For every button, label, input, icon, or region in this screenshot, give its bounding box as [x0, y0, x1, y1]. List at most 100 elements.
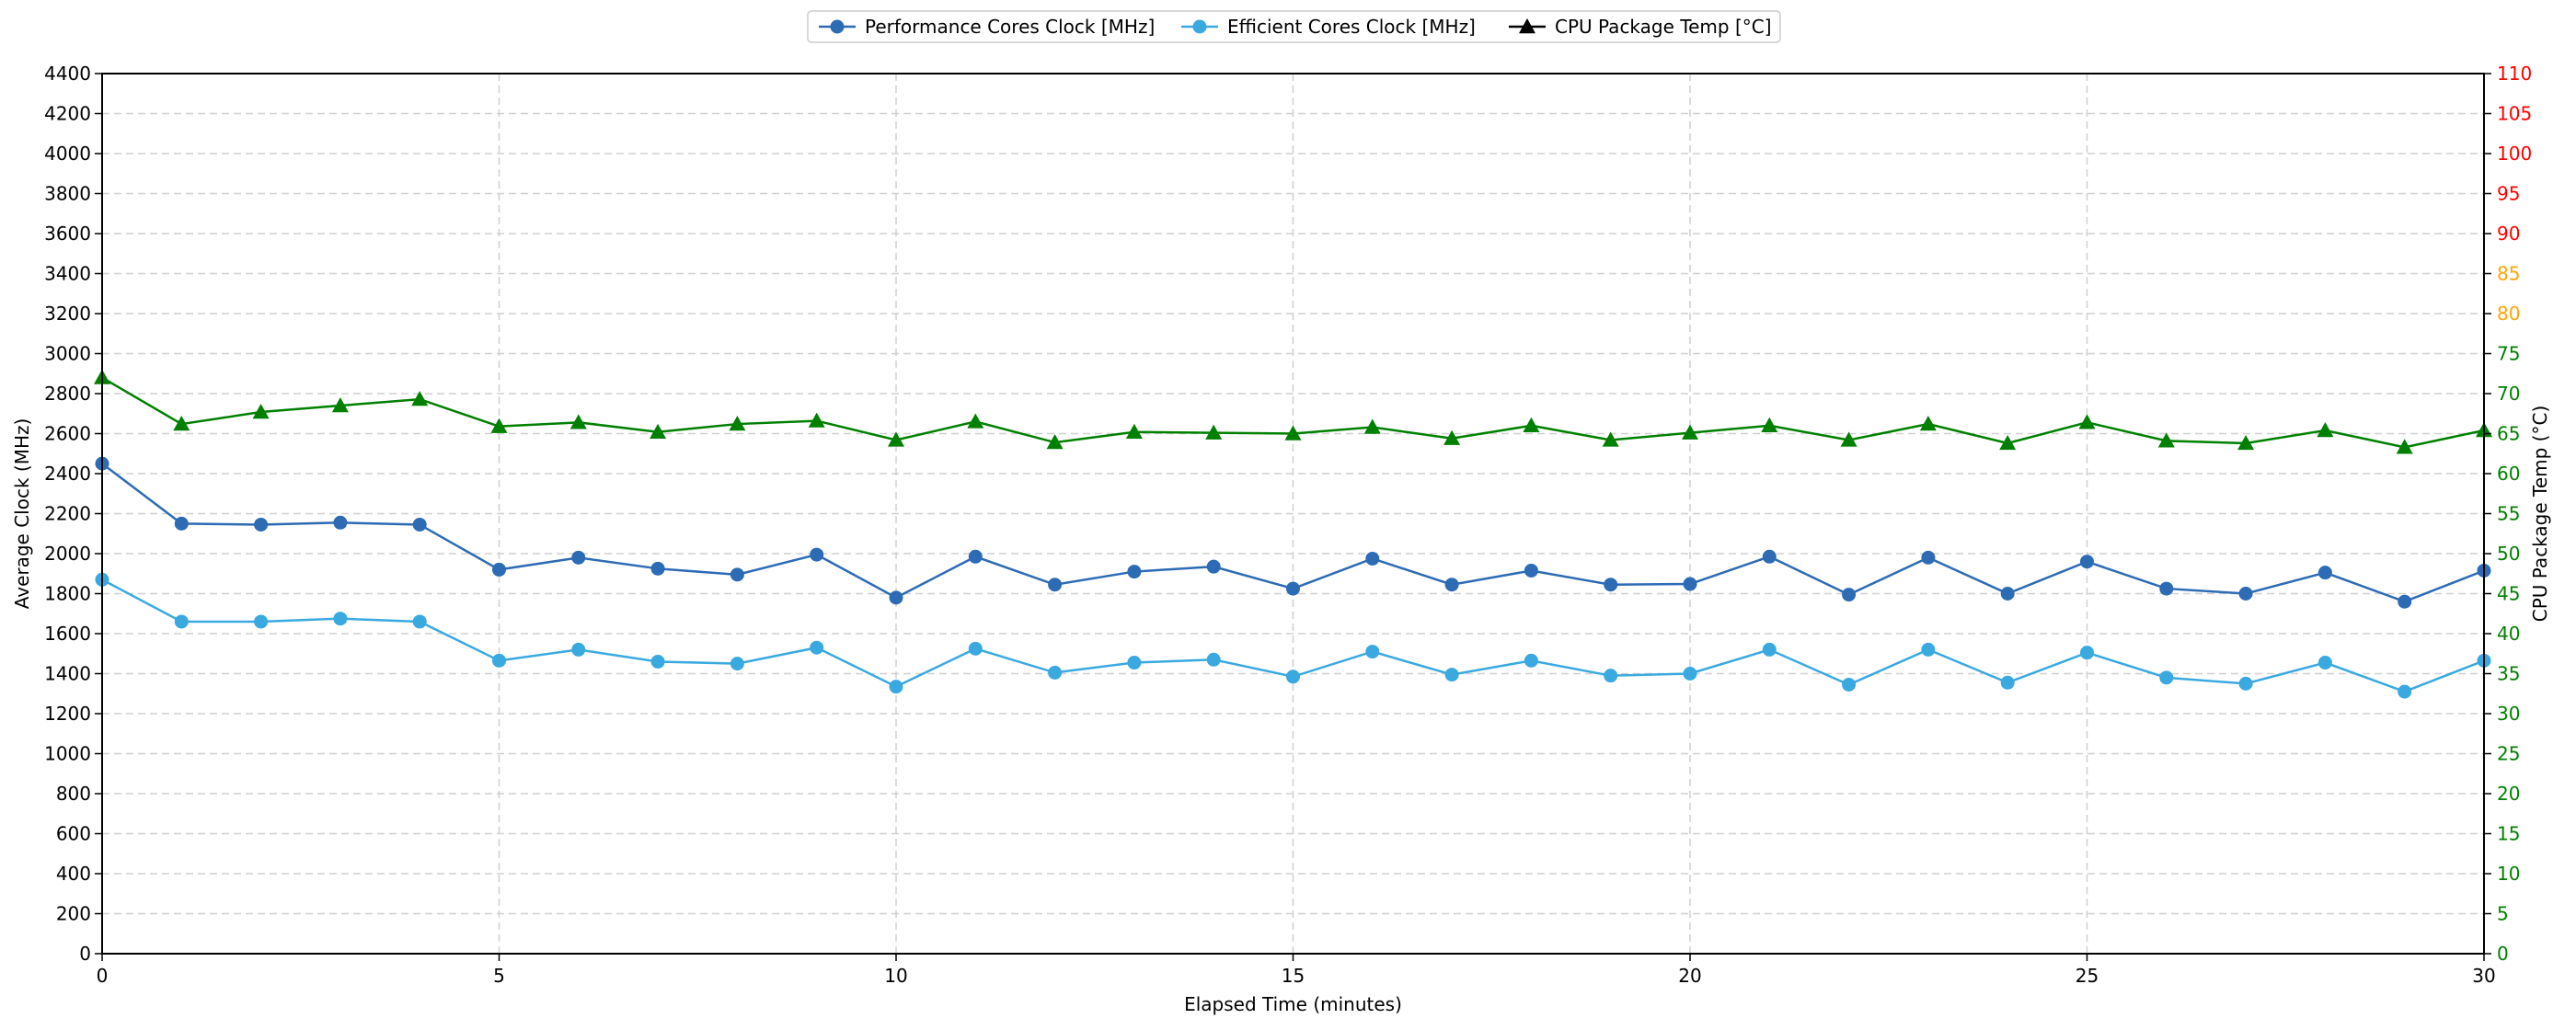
data-point [1524, 563, 1538, 578]
data-point [1682, 424, 1698, 440]
data-point [2398, 594, 2412, 609]
data-point [254, 517, 269, 532]
data-point [2237, 434, 2255, 451]
y2-tick-label: 85 [2497, 263, 2520, 285]
data-point [2317, 656, 2332, 670]
y2-tick-label: 110 [2497, 63, 2532, 85]
data-point [333, 612, 348, 626]
data-point [1840, 431, 1857, 447]
legend-label: Efficient Cores Clock [MHz] [1227, 16, 1476, 38]
x-tick-label: 10 [884, 965, 907, 987]
y-tick-label: 1800 [44, 583, 91, 605]
y-tick-label: 3600 [44, 223, 91, 245]
y-tick-label: 1000 [44, 743, 91, 765]
y-tick-label: 3400 [44, 263, 91, 285]
y2-tick-label: 105 [2497, 103, 2532, 125]
y-tick-label: 2000 [44, 543, 91, 565]
y-tick-label: 600 [56, 823, 91, 845]
y2-tick-label: 30 [2497, 703, 2520, 725]
data-point [331, 397, 349, 413]
data-point [1524, 653, 1538, 668]
y-tick-label: 2400 [44, 463, 91, 485]
y2-tick-label: 80 [2497, 303, 2520, 325]
y-tick-label: 3800 [44, 183, 91, 205]
x-tick-label: 0 [97, 965, 109, 987]
data-point [1842, 588, 1857, 602]
legend-entry-2: CPU Package Temp [°C] [1509, 16, 1772, 38]
data-point [2000, 587, 2015, 601]
data-point [1127, 565, 1142, 579]
y2-tick-label: 40 [2497, 623, 2520, 645]
data-point [412, 614, 427, 629]
y2-tick-label: 25 [2497, 743, 2520, 765]
data-point [968, 549, 983, 564]
data-point [1761, 417, 1778, 432]
data-point [1683, 577, 1697, 591]
y2-tick-label: 65 [2497, 423, 2520, 445]
legend-box [807, 10, 1781, 43]
y-tick-label: 800 [56, 783, 91, 805]
data-point [1842, 677, 1857, 692]
data-point [650, 561, 665, 576]
data-point [889, 590, 903, 605]
data-point [490, 418, 508, 433]
data-point [1762, 549, 1777, 564]
data-point [2080, 555, 2094, 569]
data-point [650, 654, 665, 669]
y2-axis-ticks: 0 5 10 15 20 25 30 35 40 45 50 55 60 65 70 75 80 85 90 95 10… [2484, 63, 2532, 965]
data-point [492, 562, 506, 577]
y2-tick-label: 95 [2497, 183, 2520, 205]
y-tick-label: 2600 [44, 423, 91, 445]
x-tick-label: 25 [2076, 965, 2099, 987]
data-point [2396, 439, 2413, 454]
data-point [967, 413, 984, 429]
data-point [730, 657, 744, 671]
y2-tick-label: 45 [2497, 583, 2520, 605]
data-point [810, 640, 824, 655]
y-axis-ticks: 0 200 400 600 800 1000 1200 1400 1600 1800 2000 220… [44, 63, 102, 965]
legend-entry-1: Efficient Cores Clock [MHz] [1181, 16, 1476, 38]
data-point [1683, 667, 1697, 681]
data-point [1919, 416, 1937, 431]
data-point [1286, 670, 1300, 684]
data-point [569, 414, 587, 429]
data-point [1286, 581, 1300, 596]
y2-tick-label: 0 [2497, 943, 2509, 965]
data-point [2238, 587, 2253, 601]
legend-entry-0: Performance Cores Clock [MHz] [819, 16, 1155, 38]
series-2 [94, 369, 2492, 454]
data-point [1284, 425, 1302, 441]
data-point [2238, 676, 2253, 691]
data-point [2078, 414, 2096, 429]
y-tick-label: 400 [56, 863, 91, 885]
y2-tick-label: 70 [2497, 383, 2520, 405]
data-point [2080, 646, 2094, 660]
data-point [1046, 434, 1064, 450]
y-tick-label: 4400 [44, 63, 91, 85]
y2-tick-label: 10 [2497, 863, 2520, 885]
data-point [1604, 669, 1618, 683]
data-point [1762, 642, 1777, 657]
y2-tick-label: 90 [2497, 223, 2520, 245]
y2-tick-label: 20 [2497, 783, 2520, 805]
y-tick-label: 4200 [44, 103, 91, 125]
data-point [2398, 684, 2412, 699]
data-point [650, 423, 667, 439]
y2-tick-label: 75 [2497, 343, 2520, 365]
data-point [889, 680, 903, 694]
y2-axis-label: CPU Package Temp (°C) [2529, 406, 2551, 623]
data-point [254, 614, 269, 629]
data-point [173, 416, 190, 431]
legend-marker [830, 19, 845, 34]
legend-marker [1519, 18, 1535, 34]
legend: Performance Cores Clock [MHz] Efficient C… [807, 10, 1781, 43]
y-tick-label: 200 [56, 903, 91, 925]
y-tick-label: 3000 [44, 343, 91, 365]
data-point [174, 614, 189, 629]
data-point [1921, 550, 1936, 565]
y-tick-label: 3200 [44, 303, 91, 325]
y-tick-label: 4000 [44, 143, 91, 165]
data-point [1365, 645, 1380, 659]
data-point [1125, 423, 1143, 439]
